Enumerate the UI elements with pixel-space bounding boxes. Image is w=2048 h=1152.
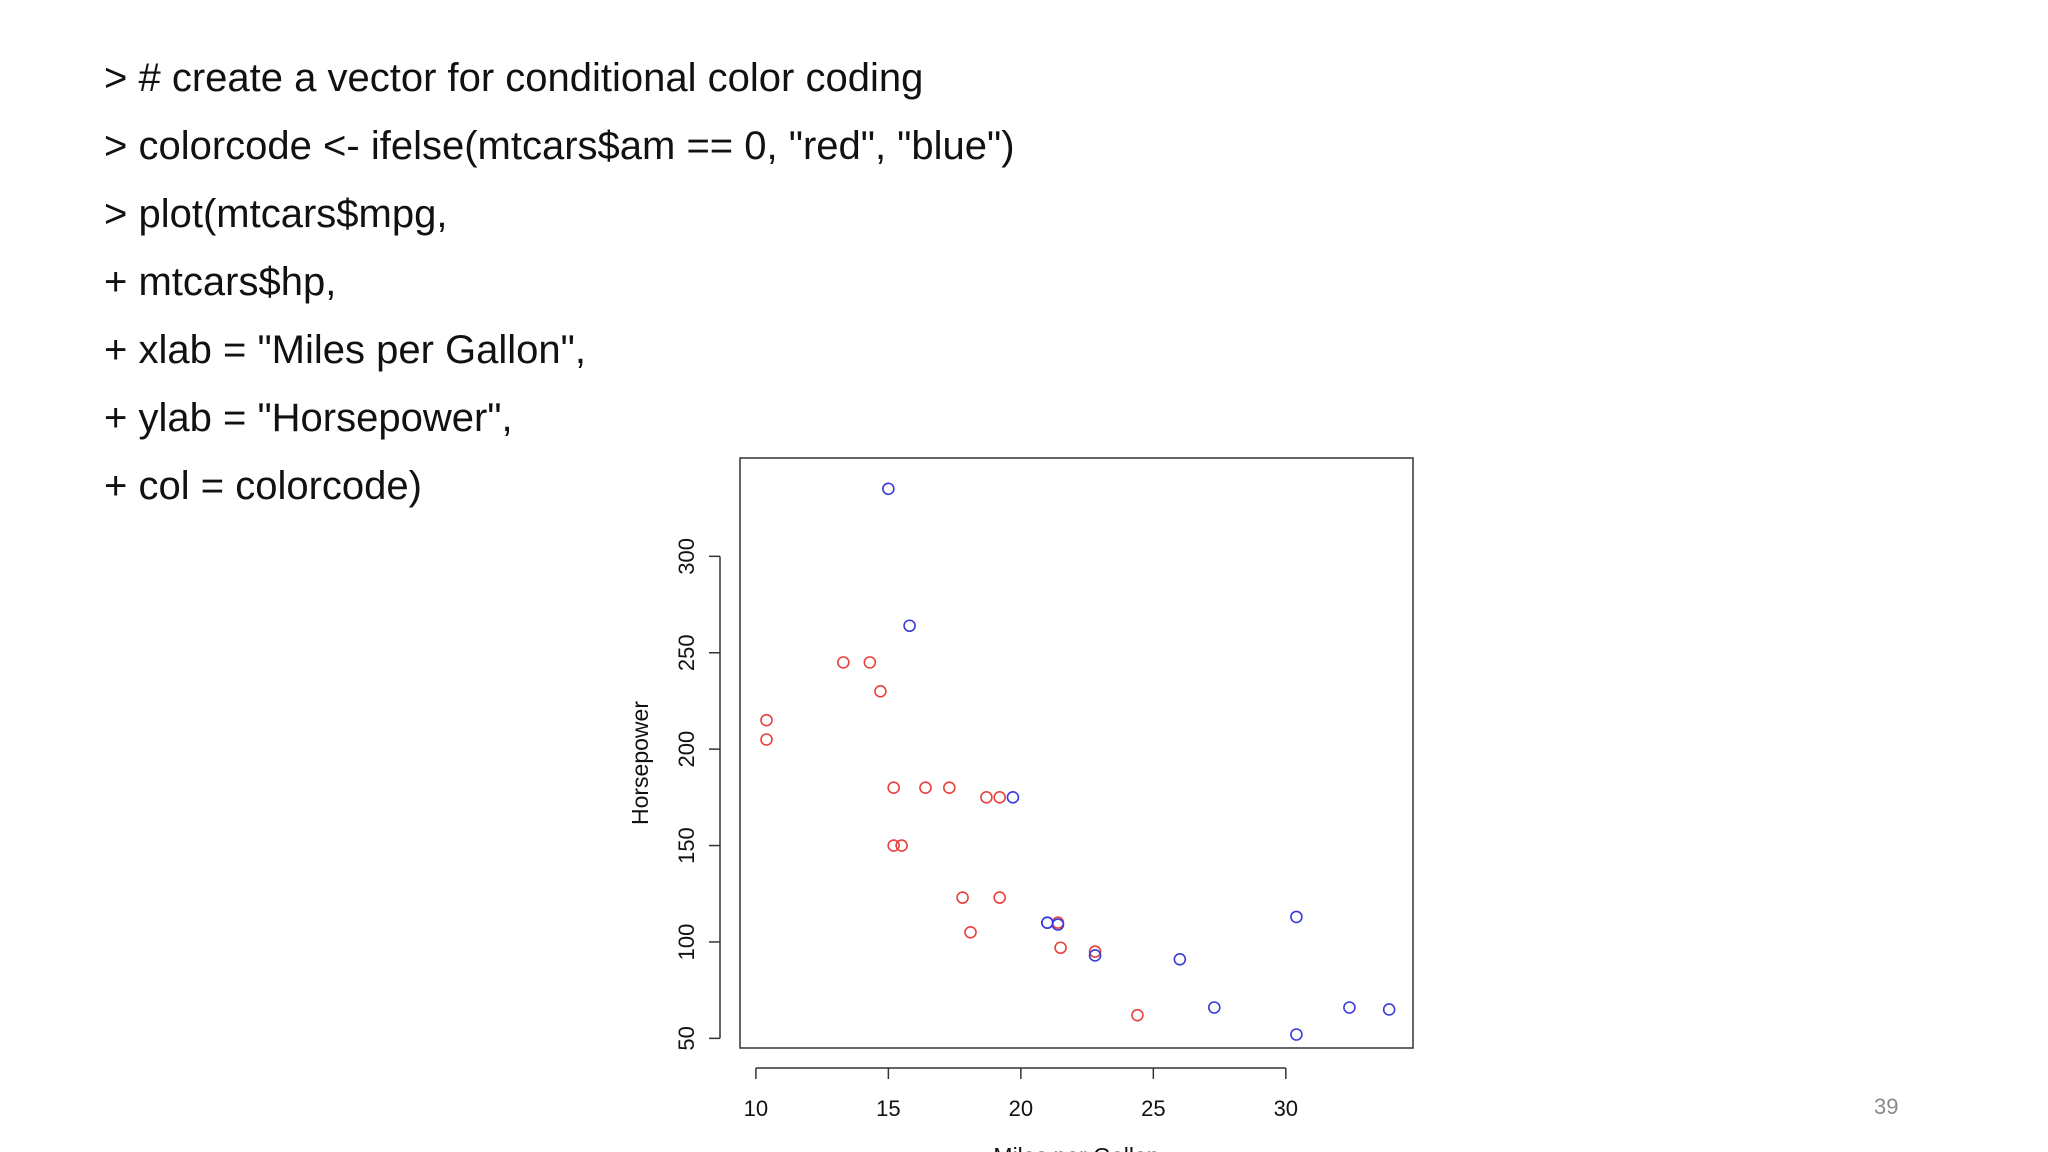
y-tick-label: 200 (674, 731, 699, 768)
x-tick-label: 10 (744, 1096, 768, 1121)
x-tick-label: 30 (1274, 1096, 1298, 1121)
y-tick-label: 250 (674, 634, 699, 671)
code-line: > colorcode <- ifelse(mtcars$am == 0, "r… (104, 124, 1015, 168)
data-point-blue (1207, 1001, 1221, 1014)
code-line: > # create a vector for conditional colo… (104, 56, 924, 100)
data-point-red (887, 781, 900, 795)
data-point-blue (1382, 1003, 1396, 1016)
code-line: > plot(mtcars$mpg, (104, 192, 448, 236)
code-line: + ylab = "Horsepower", (104, 396, 513, 440)
data-point-red (837, 656, 850, 669)
data-point-blue (903, 619, 916, 633)
page-number: 39 (1874, 1094, 1899, 1119)
data-point-blue (1051, 918, 1065, 931)
data-point-red (993, 791, 1006, 804)
code-line: + col = colorcode) (104, 464, 422, 508)
x-axis-title: Miles per Gallon (993, 1143, 1159, 1152)
data-point-blue (1290, 910, 1303, 924)
data-point-red (760, 713, 773, 727)
data-point-red (863, 656, 877, 669)
y-tick-label: 150 (674, 827, 699, 864)
data-point-blue (1290, 1028, 1303, 1041)
data-point-red (1131, 1008, 1144, 1022)
data-point-blue (1343, 1001, 1356, 1014)
y-tick-label: 50 (674, 1026, 699, 1050)
data-point-blue (882, 482, 895, 496)
data-point-red (993, 891, 1006, 904)
x-tick-label: 20 (1009, 1096, 1033, 1121)
y-tick-label: 100 (674, 924, 699, 961)
y-tick-label: 300 (674, 538, 699, 575)
data-point-red (919, 781, 932, 795)
data-point-red (956, 891, 969, 904)
y-axis-title: Horsepower (627, 701, 653, 825)
data-point-blue (1173, 953, 1187, 966)
data-point-red (895, 839, 908, 852)
code-line: + xlab = "Miles per Gallon", (104, 328, 586, 372)
data-point-red (887, 839, 900, 852)
x-tick-label: 15 (876, 1096, 900, 1121)
scatter-plot: 10 15 20 25 30 50 100 150 200 250 300 Miles per Gal… (627, 457, 1414, 1152)
data-point-red (964, 926, 977, 939)
data-point-blue (1088, 949, 1102, 962)
data-point-red (943, 781, 956, 795)
data-point-red (874, 685, 887, 698)
data-point-red (1054, 941, 1067, 955)
code-line: + mtcars$hp, (104, 260, 337, 304)
plot-frame (739, 457, 1414, 1049)
data-point-red (1088, 945, 1102, 958)
data-point-red (980, 791, 993, 804)
data-point-red (760, 733, 773, 746)
x-tick-label: 25 (1141, 1096, 1165, 1121)
data-point-blue (1041, 916, 1054, 929)
code-block: > # create a vector for conditional colo… (104, 44, 1015, 520)
data-point-blue (1006, 791, 1020, 804)
